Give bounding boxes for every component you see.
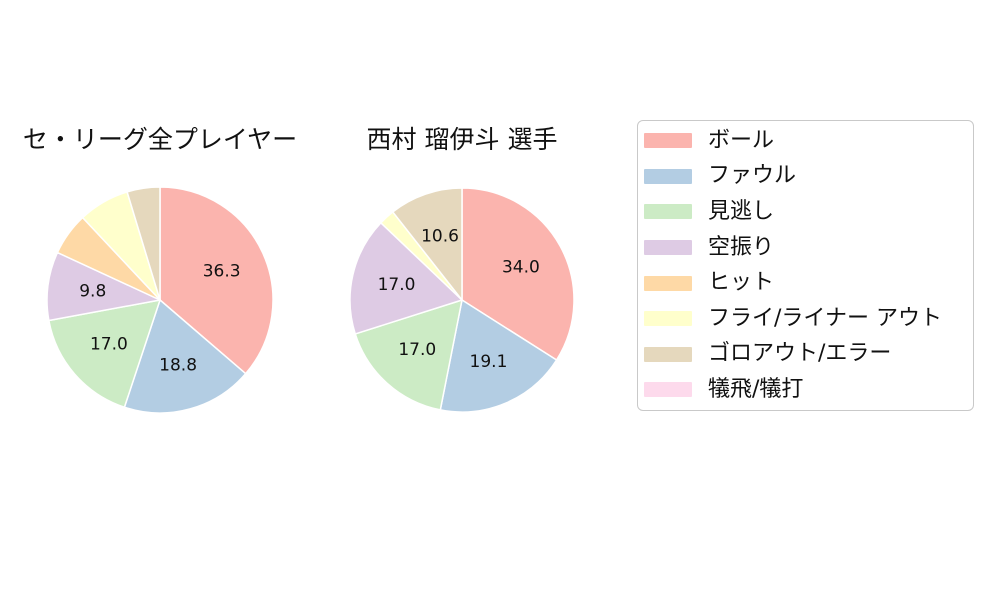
legend-item-hit: ヒット bbox=[638, 265, 973, 301]
pie-slice-label-called-strike: 17.0 bbox=[90, 335, 128, 355]
legend-item-label: ヒット bbox=[708, 270, 775, 296]
legend-item-sac-fly-bunt: 犠飛/犠打 bbox=[638, 372, 973, 408]
legend-item-called-strike: 見逃し bbox=[638, 194, 973, 230]
legend-item-label: 犠飛/犠打 bbox=[708, 376, 804, 402]
legend-item-label: ボール bbox=[708, 127, 775, 153]
pie-slice-label-groundout-error: 10.6 bbox=[421, 226, 459, 246]
legend: ボールファウル見逃し空振りヒットフライ/ライナー アウト ゴロアウト/エラー 犠飛/… bbox=[637, 120, 974, 411]
pie-slice-groundout-error bbox=[392, 187, 463, 301]
legend-item-foul: ファウル bbox=[638, 159, 973, 195]
pie-slice-swinging-strike bbox=[349, 222, 463, 335]
pie-title-right: 西村 瑠伊斗 選手 bbox=[366, 125, 558, 154]
legend-swatch-sac-fly-bunt bbox=[644, 382, 692, 398]
legend-item-label: ファウル bbox=[708, 163, 797, 189]
pie-chart-left: 36.3 18.8 17.0 9.8 bbox=[46, 186, 274, 414]
legend-swatch-foul bbox=[644, 168, 692, 184]
pie-chart-right: 34.0 19.1 17.0 17.0 10.6 bbox=[349, 187, 575, 413]
pie-slice-foul bbox=[123, 299, 247, 414]
pie-slice-foul bbox=[439, 299, 558, 413]
pie-slice-label-ball: 36.3 bbox=[203, 262, 241, 282]
pie-slice-called-strike bbox=[48, 299, 161, 408]
pie-slice-label-foul: 18.8 bbox=[159, 355, 197, 375]
legend-item-label: 見逃し bbox=[708, 198, 775, 224]
legend-item-label: ゴロアウト/エラー bbox=[708, 341, 892, 367]
legend-swatch-swinging-strike bbox=[644, 240, 692, 256]
pie-slice-label-swinging-strike: 17.0 bbox=[378, 275, 416, 295]
legend-swatch-fly-liner-out bbox=[644, 311, 692, 327]
legend-item-fly-liner-out: フライ/ライナー アウト bbox=[638, 301, 973, 337]
legend-item-ball: ボール bbox=[638, 123, 973, 159]
pie-slice-ball bbox=[159, 186, 274, 375]
legend-swatch-called-strike bbox=[644, 204, 692, 220]
legend-swatch-groundout-error bbox=[644, 346, 692, 362]
pie-slice-label-ball: 34.0 bbox=[502, 258, 540, 278]
legend-item-swinging-strike: 空振り bbox=[638, 230, 973, 266]
legend-swatch-hit bbox=[644, 275, 692, 291]
legend-swatch-ball bbox=[644, 133, 692, 149]
pie-title-left: セ・リーグ全プレイヤー bbox=[22, 125, 298, 154]
legend-item-label: 空振り bbox=[708, 234, 775, 260]
pie-slice-label-swinging-strike: 9.8 bbox=[79, 282, 106, 302]
legend-item-label: フライ/ライナー アウト bbox=[708, 305, 942, 331]
pie-slice-label-called-strike: 17.0 bbox=[398, 340, 436, 360]
pie-slice-called-strike bbox=[354, 299, 463, 411]
pie-slice-label-foul: 19.1 bbox=[470, 352, 508, 372]
pie-slice-groundout-error bbox=[126, 186, 161, 301]
legend-item-groundout-error: ゴロアウト/エラー bbox=[638, 337, 973, 373]
